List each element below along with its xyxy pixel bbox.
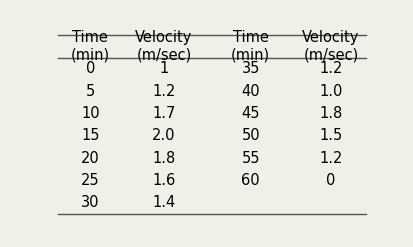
Text: 1.8: 1.8: [318, 106, 342, 121]
Text: Time
(min): Time (min): [71, 30, 109, 63]
Text: Time
(min): Time (min): [230, 30, 270, 63]
Text: 1.8: 1.8: [152, 151, 175, 166]
Text: 1.2: 1.2: [318, 61, 342, 76]
Text: 1.0: 1.0: [318, 84, 342, 99]
Text: 0: 0: [85, 61, 95, 76]
Text: 25: 25: [81, 173, 99, 188]
Text: 2.0: 2.0: [152, 128, 176, 144]
Text: 1.2: 1.2: [318, 151, 342, 166]
Text: 1.2: 1.2: [152, 84, 175, 99]
Text: 55: 55: [241, 151, 259, 166]
Text: 45: 45: [241, 106, 259, 121]
Text: 10: 10: [81, 106, 99, 121]
Text: 1: 1: [159, 61, 168, 76]
Text: 15: 15: [81, 128, 99, 144]
Text: 60: 60: [241, 173, 259, 188]
Text: 40: 40: [241, 84, 259, 99]
Text: 1.4: 1.4: [152, 195, 175, 210]
Text: 0: 0: [325, 173, 335, 188]
Text: 1.6: 1.6: [152, 173, 175, 188]
Text: 50: 50: [241, 128, 259, 144]
Text: 5: 5: [85, 84, 95, 99]
Text: 35: 35: [241, 61, 259, 76]
Text: Velocity
(m/sec): Velocity (m/sec): [135, 30, 192, 63]
Text: 1.7: 1.7: [152, 106, 175, 121]
Text: 20: 20: [81, 151, 100, 166]
Text: 1.5: 1.5: [318, 128, 342, 144]
Text: Velocity
(m/sec): Velocity (m/sec): [301, 30, 359, 63]
Text: 30: 30: [81, 195, 99, 210]
